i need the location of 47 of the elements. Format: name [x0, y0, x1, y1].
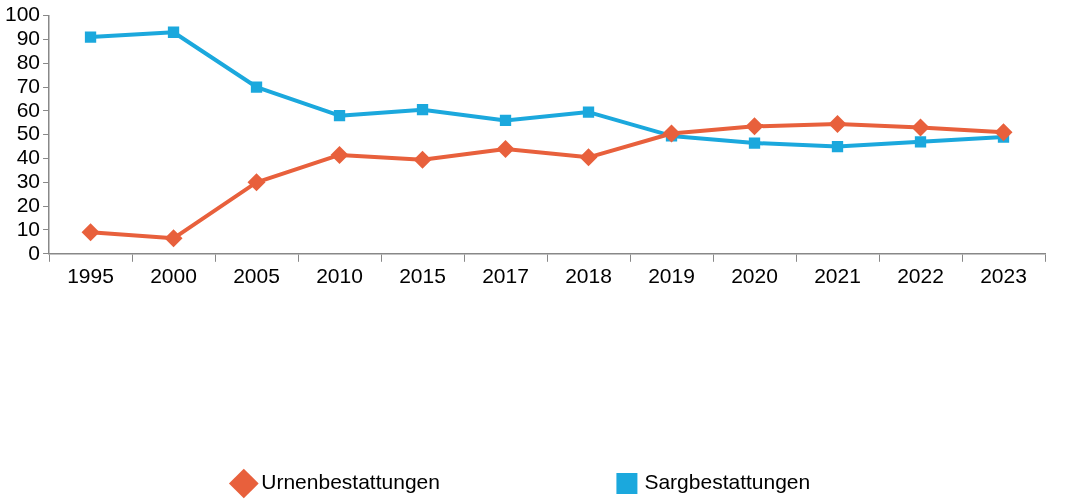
y-tick-label: 10	[16, 216, 41, 240]
y-tick-label: 0	[28, 240, 41, 264]
point	[748, 137, 761, 149]
point	[250, 81, 263, 93]
legend-label: Urnenbestattungen	[261, 470, 440, 494]
y-tick-label: 90	[16, 26, 41, 50]
y-tick-label: 20	[16, 192, 41, 216]
x-tick-label: 2010	[316, 264, 363, 288]
point	[828, 114, 847, 133]
point	[413, 150, 432, 169]
point	[333, 109, 346, 122]
point	[330, 145, 349, 164]
y-tick-label: 100	[4, 2, 41, 26]
y-tick-label: 60	[16, 97, 41, 121]
x-tick-label: 2005	[233, 264, 280, 288]
point	[247, 173, 266, 192]
y-tick-label: 40	[16, 145, 41, 169]
x-tick-label: 2019	[648, 264, 695, 288]
point	[167, 26, 180, 38]
x-tick-label: 2021	[814, 264, 861, 288]
point	[914, 136, 927, 148]
point	[496, 139, 515, 158]
point	[579, 148, 598, 167]
y-tick-label: 80	[16, 50, 41, 74]
x-tick-label: 2000	[150, 264, 197, 288]
point	[831, 140, 844, 153]
x-tick-label: 2023	[980, 264, 1027, 288]
x-tick-label: 2022	[897, 264, 944, 288]
y-tick-label: 70	[16, 73, 41, 97]
point	[662, 124, 681, 143]
y-tick-label: 30	[16, 169, 41, 193]
y-tick-label: 50	[16, 121, 41, 145]
point	[499, 114, 512, 127]
x-tick-label: 2017	[482, 264, 529, 288]
point	[582, 106, 595, 118]
x-tick-label: 2015	[399, 264, 446, 288]
point	[416, 104, 429, 116]
point	[911, 118, 930, 137]
x-tick-label: 1995	[67, 264, 114, 288]
legend-label: Sargbestattungen	[644, 470, 811, 494]
point	[164, 229, 183, 248]
x-tick-label: 2018	[565, 264, 612, 288]
point	[81, 223, 100, 242]
point	[84, 31, 97, 43]
x-tick-label: 2020	[731, 264, 778, 288]
point	[994, 123, 1013, 142]
point	[745, 117, 764, 136]
